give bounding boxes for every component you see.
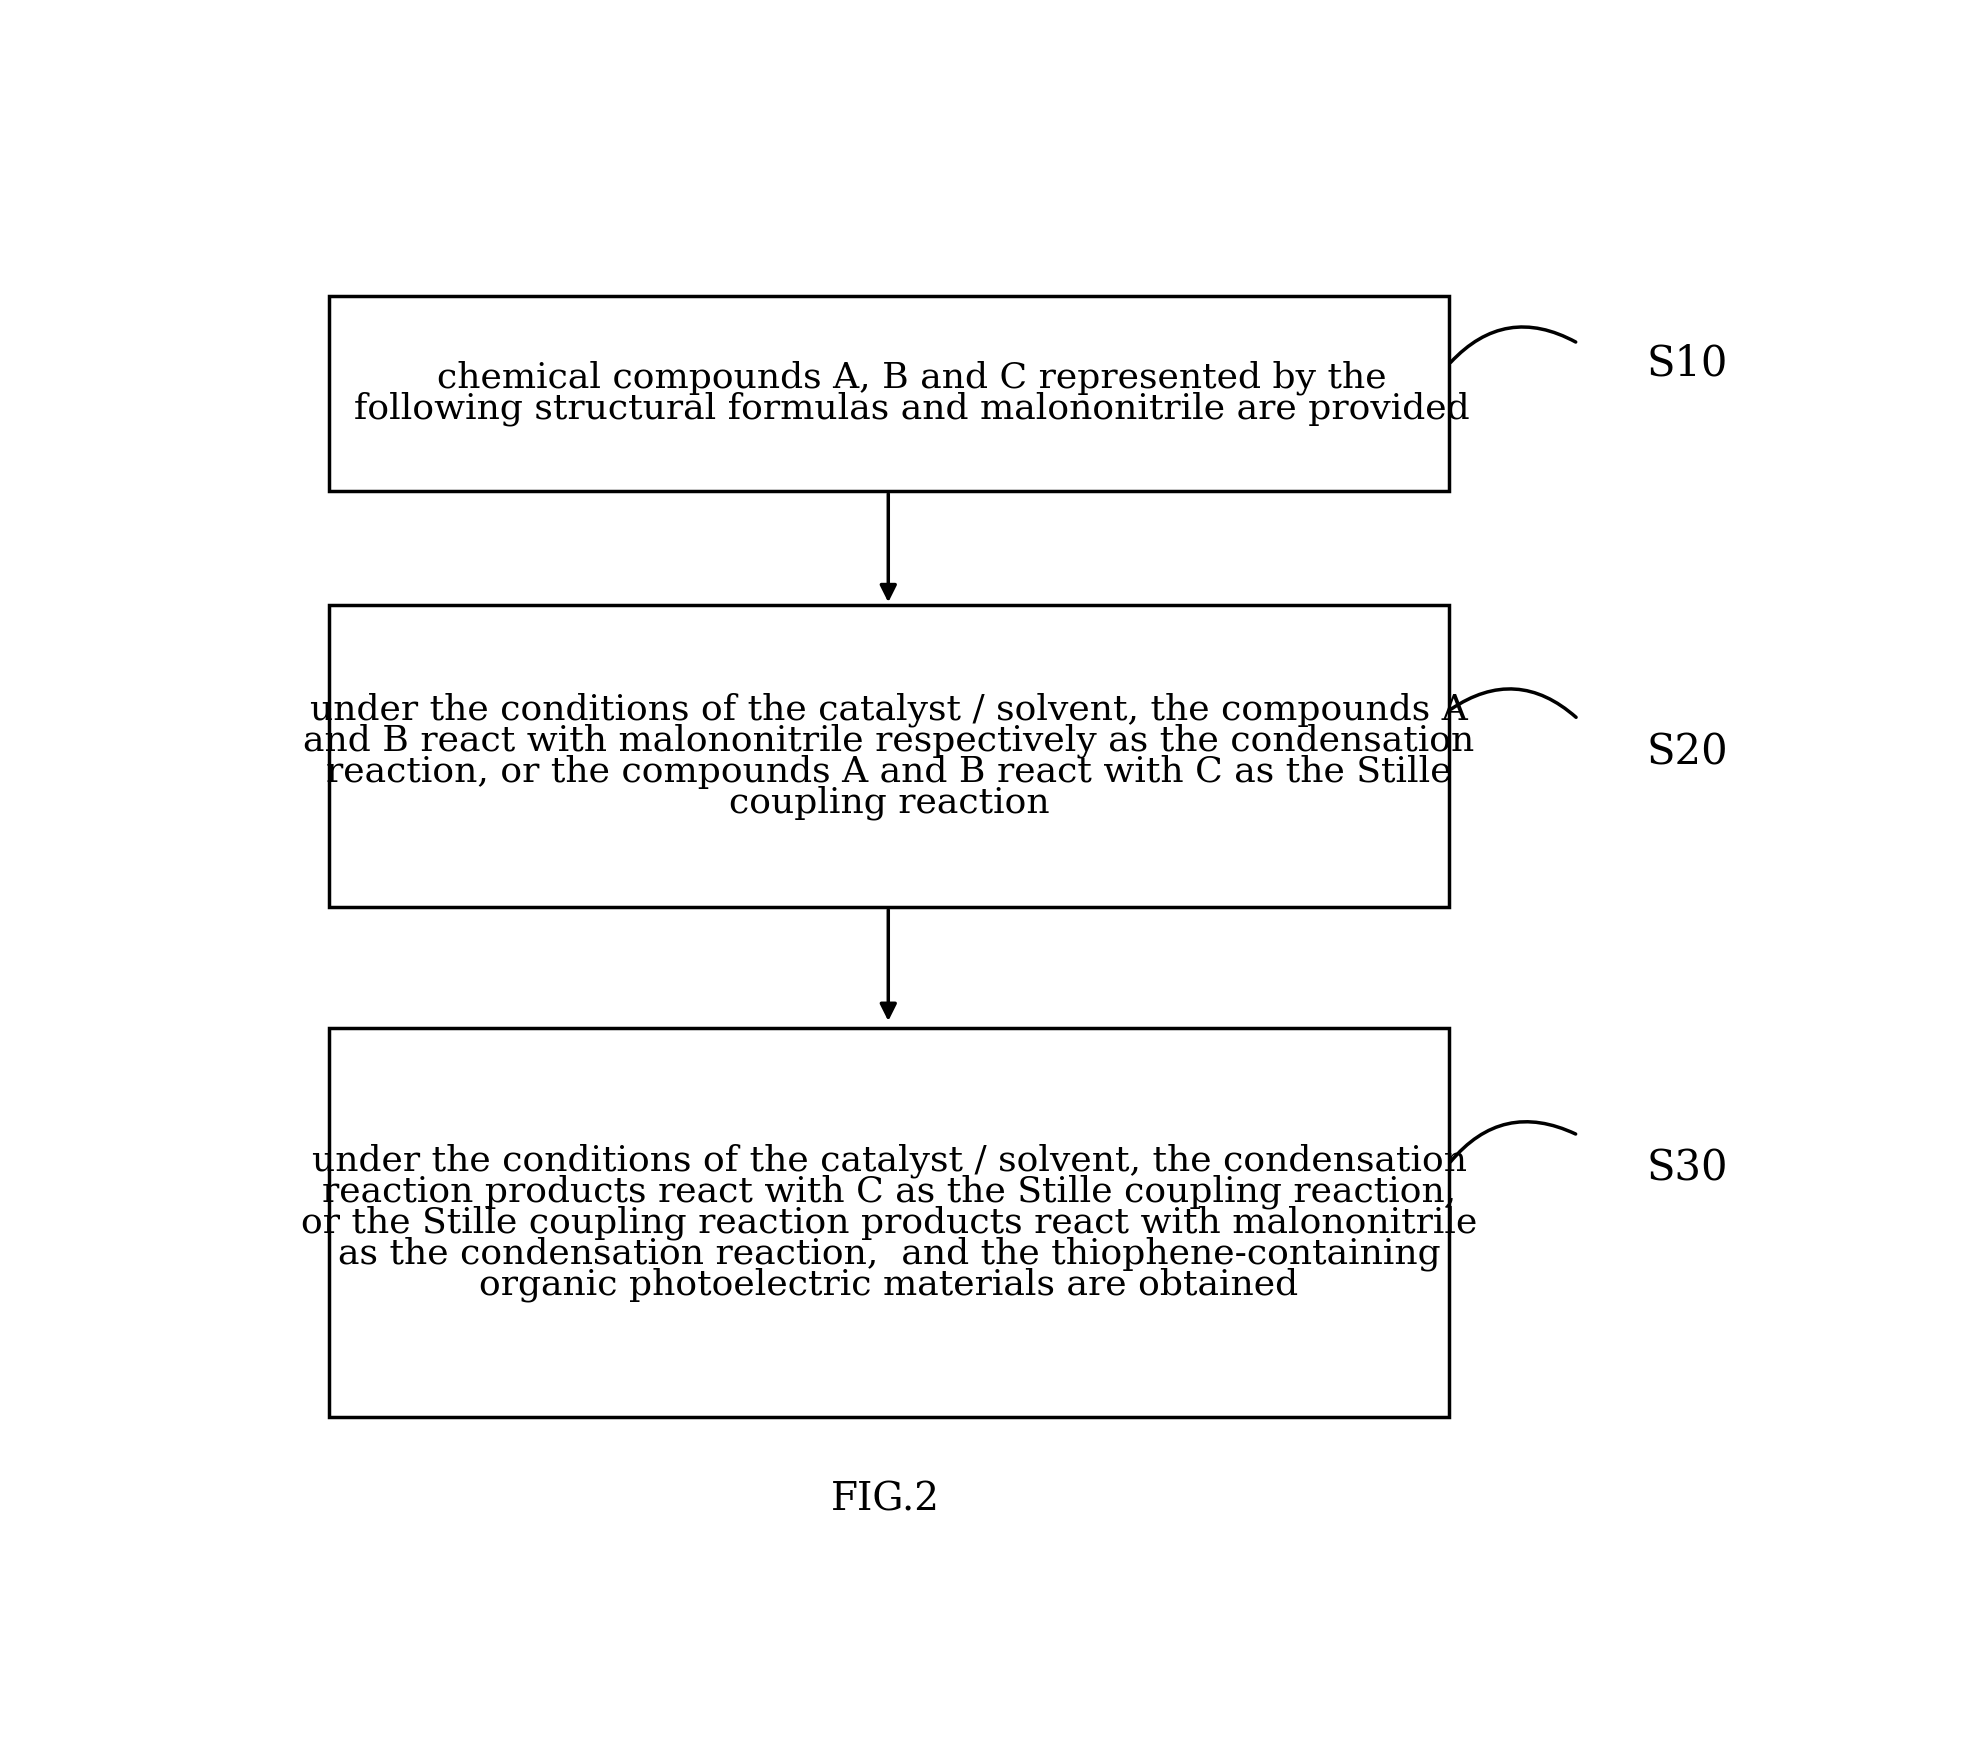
Text: coupling reaction: coupling reaction	[729, 786, 1049, 819]
FancyBboxPatch shape	[330, 605, 1447, 906]
Text: chemical compounds A, B and C represented by the: chemical compounds A, B and C represente…	[391, 361, 1387, 396]
Text: and B react with malononitrile respectively as the condensation: and B react with malononitrile respectiv…	[302, 723, 1473, 758]
Text: S20: S20	[1646, 732, 1728, 774]
Text: under the conditions of the catalyst / solvent, the condensation: under the conditions of the catalyst / s…	[312, 1143, 1465, 1178]
Text: S10: S10	[1646, 343, 1726, 385]
Text: or the Stille coupling reaction products react with malononitrile: or the Stille coupling reaction products…	[300, 1204, 1477, 1239]
Text: following structural formulas and malononitrile are provided: following structural formulas and malono…	[308, 392, 1469, 427]
Text: under the conditions of the catalyst / solvent, the compounds A: under the conditions of the catalyst / s…	[310, 692, 1467, 727]
Text: organic photoelectric materials are obtained: organic photoelectric materials are obta…	[479, 1267, 1298, 1302]
Text: S30: S30	[1646, 1149, 1726, 1190]
Text: reaction products react with C as the Stille coupling reaction,: reaction products react with C as the St…	[322, 1175, 1455, 1208]
FancyBboxPatch shape	[330, 296, 1447, 492]
Text: reaction, or the compounds A and B react with C as the Stille: reaction, or the compounds A and B react…	[326, 755, 1451, 788]
FancyBboxPatch shape	[330, 1028, 1447, 1417]
Text: as the condensation reaction,  and the thiophene-containing: as the condensation reaction, and the th…	[338, 1236, 1440, 1271]
Text: FIG.2: FIG.2	[831, 1482, 939, 1518]
